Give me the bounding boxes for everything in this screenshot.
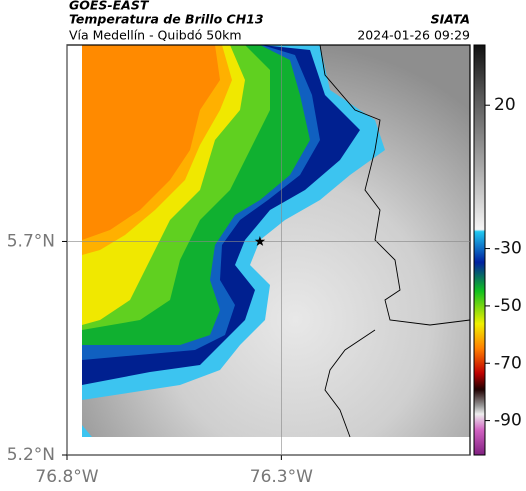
location-marker — [254, 236, 266, 246]
colorbar-tick-label: -70 — [494, 353, 522, 373]
colorbar-tick-label: 20 — [494, 95, 516, 115]
subtitle: Temperatura de Brillo CH13 — [69, 12, 264, 27]
y-tick-label: 5.2°N — [7, 445, 55, 465]
title: GOES-EAST — [69, 0, 150, 13]
colorbar — [473, 44, 486, 456]
x-tick-label: 76.8°W — [35, 467, 98, 487]
route: Vía Medellín - Quibdó 50km — [69, 28, 242, 43]
imagery — [82, 45, 470, 438]
timestamp: 2024-01-26 09:29 — [357, 28, 470, 43]
x-tick-label: 76.3°W — [250, 467, 313, 487]
colorbar-tick-label: -90 — [494, 411, 522, 431]
colorbar-tick-label: -30 — [494, 239, 522, 259]
y-tick-label: 5.7°N — [7, 231, 55, 251]
colorbar-tick-label: -50 — [494, 296, 522, 316]
source: SIATA — [431, 12, 470, 27]
